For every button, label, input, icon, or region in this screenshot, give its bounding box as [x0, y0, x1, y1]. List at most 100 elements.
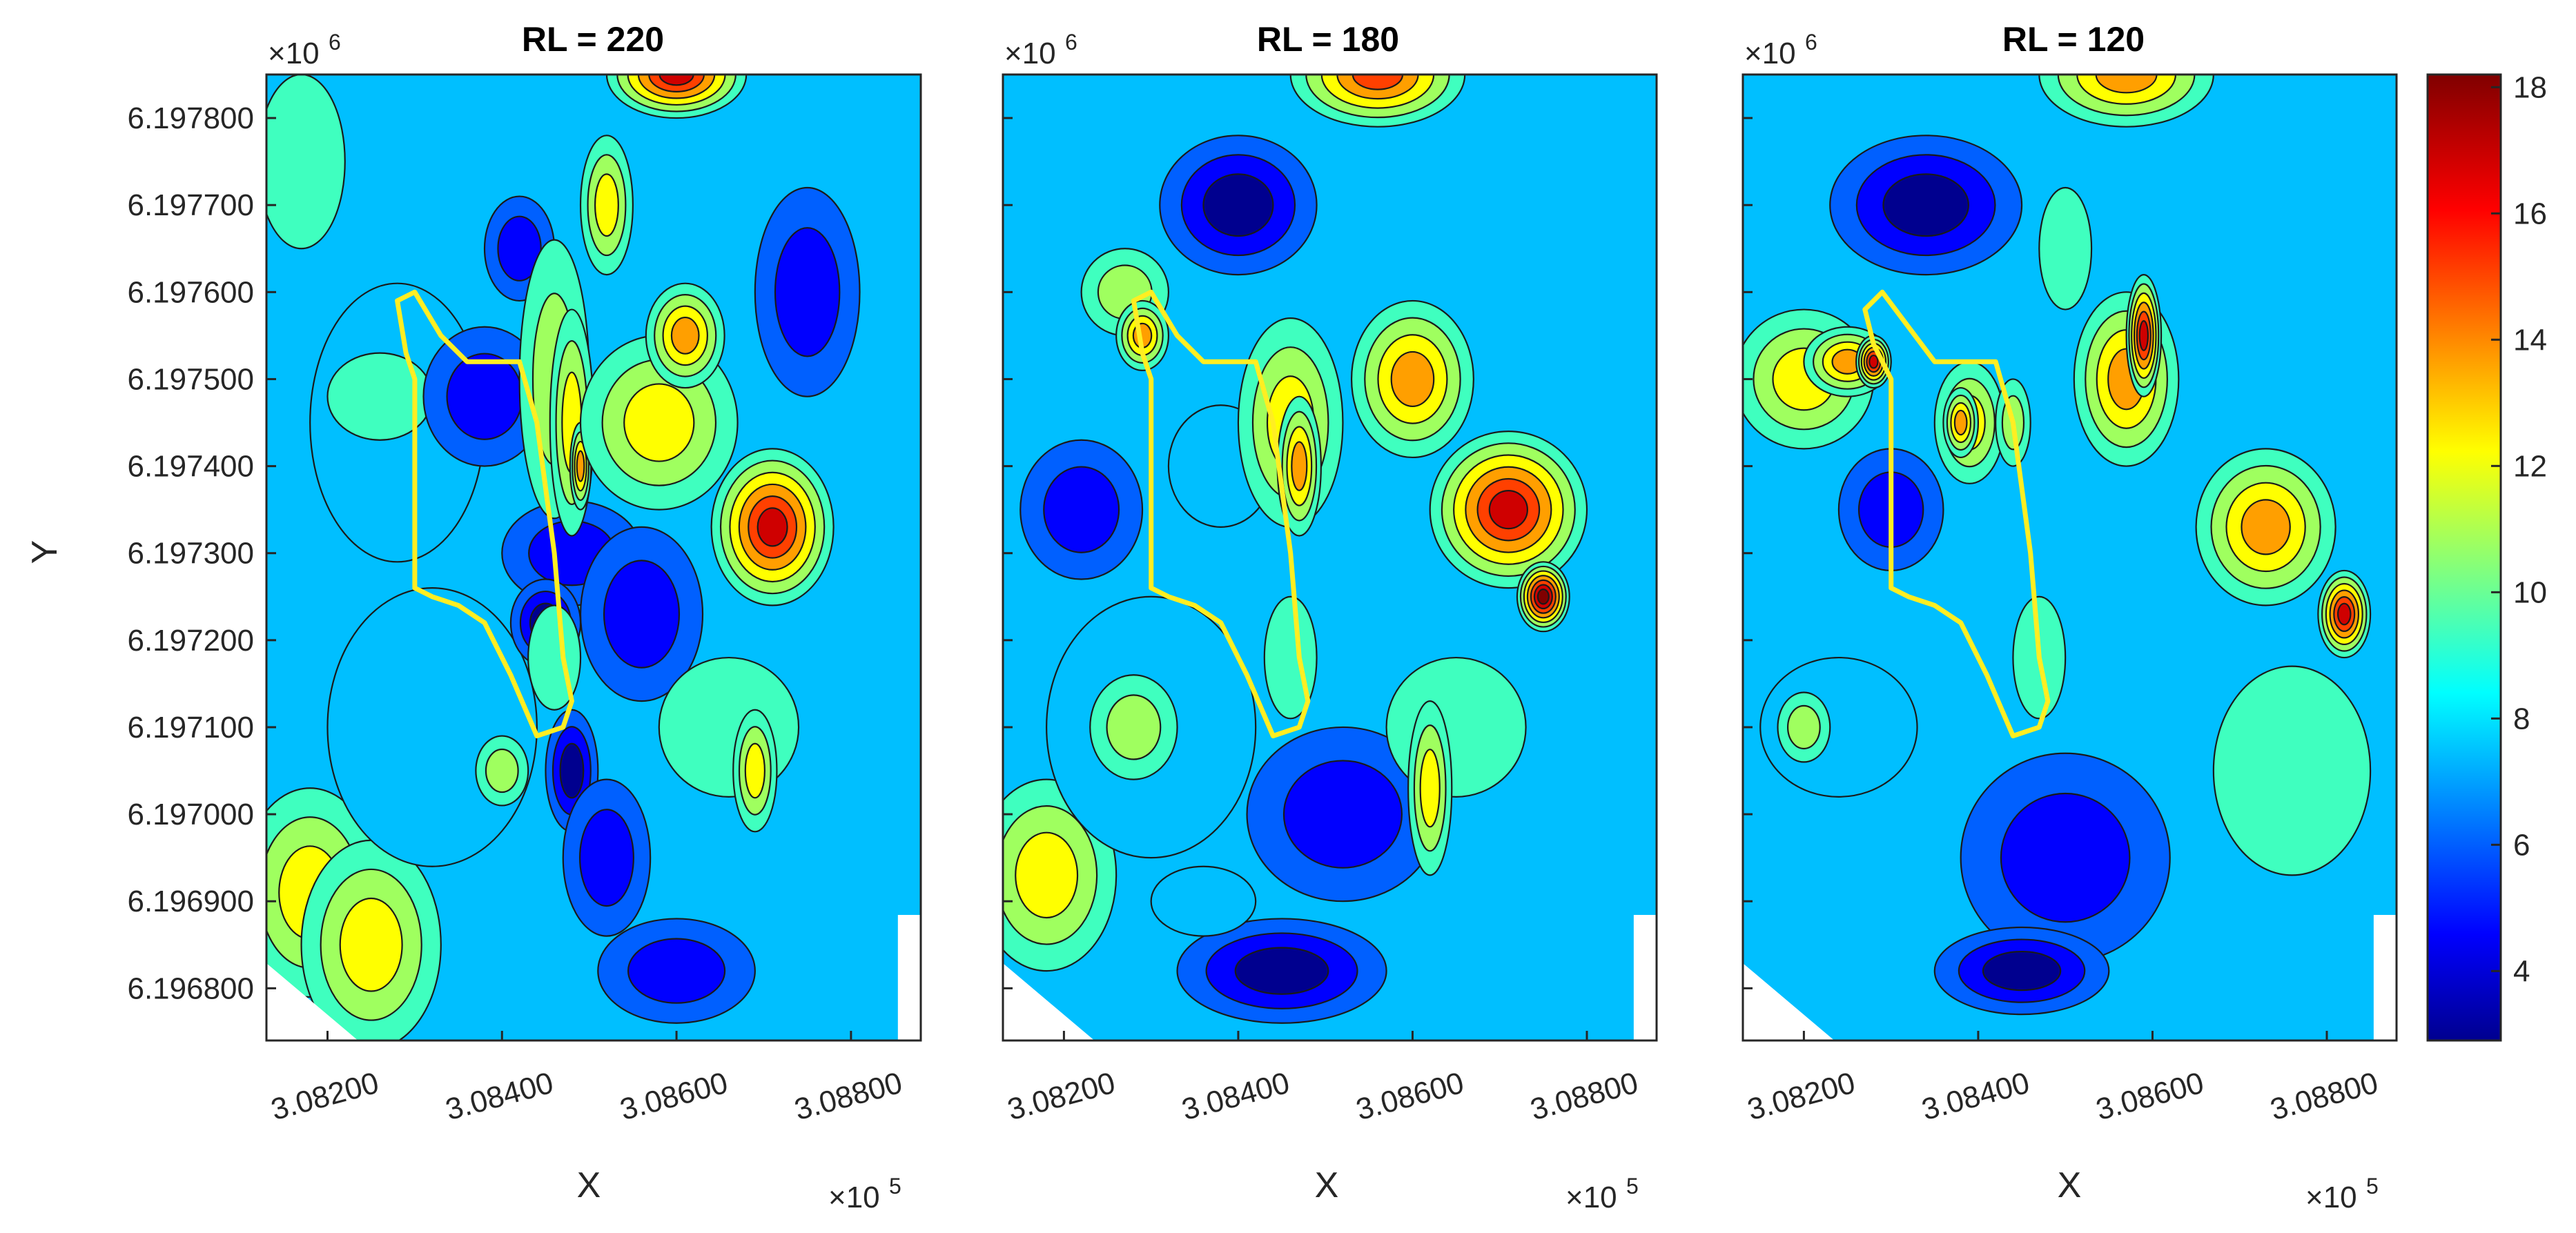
contour-level — [658, 656, 800, 798]
no-data-region — [266, 963, 358, 1040]
contour-level — [266, 75, 346, 250]
contour-level — [326, 587, 538, 867]
contour-level — [1150, 865, 1257, 937]
contour-level — [1234, 947, 1329, 995]
colorbar: 4 6 8 10 12 14 16 18 — [2426, 70, 2547, 1042]
x-tick-label: 3.08800 — [2267, 1066, 2381, 1127]
no-data-region — [1743, 963, 1835, 1040]
contour-level — [1419, 749, 1441, 828]
x-tick-label: 3.08800 — [1527, 1066, 1641, 1127]
contour-level — [1868, 354, 1879, 369]
contour-level — [1043, 466, 1120, 553]
contour-level — [2000, 792, 2131, 923]
zone-boundary-outline — [1862, 289, 2051, 739]
contour-level — [2212, 665, 2372, 876]
contour-field — [266, 75, 921, 1040]
contour-level — [774, 227, 841, 357]
x-axis-label: X — [2058, 1165, 2082, 1205]
contour-level — [603, 560, 681, 669]
x-exponent-power: 5 — [889, 1174, 901, 1199]
contour-level — [1015, 831, 1079, 919]
x-exponent-power: 5 — [1626, 1174, 1639, 1199]
contour-level — [1786, 704, 1821, 750]
colorbar-tick-label: 14 — [2513, 323, 2547, 357]
y-tick-label: 6.197500 — [127, 362, 254, 396]
x-tick-label: 3.08400 — [442, 1066, 556, 1127]
contour-level — [2095, 75, 2158, 94]
x-tick-label: 3.08200 — [1004, 1066, 1118, 1127]
no-data-region — [1003, 963, 1095, 1040]
contour-level — [594, 173, 619, 237]
contour-level — [339, 897, 403, 992]
contour-level — [670, 316, 700, 355]
x-tick-label: 3.08600 — [2093, 1066, 2207, 1127]
colorbar-tick-label: 16 — [2513, 197, 2547, 230]
y-tick-label: 6.197400 — [127, 450, 254, 484]
no-data-region — [1633, 915, 1657, 1040]
y-tick-label: 6.197800 — [127, 101, 254, 135]
x-tick-label: 3.08400 — [1918, 1066, 2033, 1127]
contour-level — [1982, 950, 2062, 992]
x-tick-label: 3.08600 — [1353, 1066, 1467, 1127]
contour-level — [2336, 602, 2352, 626]
x-tick-label: 3.08400 — [1178, 1066, 1293, 1127]
colorbar-tick-label: 6 — [2513, 828, 2530, 862]
contour-level — [1488, 490, 1528, 530]
y-exponent-label: ×10 — [1744, 37, 1796, 70]
x-tick-label: 3.08200 — [1744, 1066, 1858, 1127]
axes-box — [1741, 73, 2398, 1042]
contour-level — [1385, 656, 1527, 798]
zone-boundary-outline — [1131, 289, 1311, 739]
colorbar-tick-label: 12 — [2513, 449, 2547, 483]
contour-level — [497, 215, 542, 282]
colorbar-gradient — [2426, 73, 2502, 1042]
contour-level — [559, 742, 585, 799]
contour-level — [757, 507, 788, 547]
x-tick-label: 3.08800 — [791, 1066, 906, 1127]
contour-level — [2138, 319, 2149, 351]
contour-level — [1882, 173, 1969, 237]
axes-box — [265, 73, 922, 1042]
y-exponent-label: ×10 — [1004, 37, 1056, 70]
contour-level — [744, 742, 765, 799]
y-tick-label: 6.196800 — [127, 971, 254, 1005]
y-exponent-label: ×10 — [268, 37, 320, 70]
contour-level — [627, 938, 726, 1004]
contour-level — [578, 809, 634, 907]
x-exponent-label: ×10 — [2305, 1181, 2357, 1214]
x-axis-label: X — [1315, 1165, 1339, 1205]
x-exponent-power: 5 — [2366, 1174, 2379, 1199]
colorbar-tick-label: 10 — [2513, 575, 2547, 609]
y-exponent-power: 6 — [1805, 30, 1817, 55]
contour-level — [576, 450, 585, 482]
y-exponent-power: 6 — [1065, 30, 1077, 55]
contour-field — [1743, 75, 2397, 1040]
subplot-rl-220: RL = 220 ×10 6 X Y ×10 5 3.08200 3.08400 3… — [25, 20, 922, 1214]
contour-level — [485, 748, 519, 793]
contour-level — [1282, 760, 1403, 869]
contour-level — [1291, 441, 1308, 491]
zone-boundary-outline — [395, 289, 574, 739]
contour-level — [658, 75, 694, 86]
y-tick-label: 6.197000 — [127, 798, 254, 831]
x-exponent-label: ×10 — [828, 1181, 880, 1214]
y-tick-label: 6.197200 — [127, 624, 254, 658]
x-exponent-label: ×10 — [1565, 1181, 1617, 1214]
colorbar-tick-label: 4 — [2513, 954, 2530, 988]
contour-level — [2038, 186, 2093, 310]
no-data-region — [897, 915, 921, 1040]
x-tick-label: 3.08600 — [616, 1066, 731, 1127]
y-tick-label: 6.197100 — [127, 711, 254, 744]
contour-level — [1536, 589, 1550, 605]
colorbar-tick-label: 18 — [2513, 70, 2547, 104]
subplot-title: RL = 120 — [2002, 20, 2145, 59]
no-data-region — [2373, 915, 2397, 1040]
contour-level — [2241, 499, 2291, 555]
y-tick-label: 6.197600 — [127, 275, 254, 309]
y-tick-label: 6.196900 — [127, 885, 254, 918]
y-tick-label: 6.197700 — [127, 188, 254, 222]
contour-level — [1390, 351, 1435, 408]
axes-box — [1002, 73, 1658, 1042]
subplot-rl-120: RL = 120 ×10 6 X ×10 5 3.08200 3.08400 3.0… — [1741, 20, 2398, 1214]
